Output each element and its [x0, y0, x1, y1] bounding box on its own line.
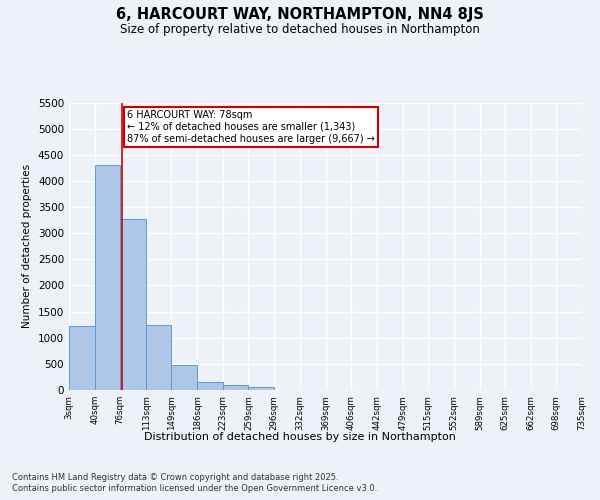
Text: Contains public sector information licensed under the Open Government Licence v3: Contains public sector information licen…	[12, 484, 377, 493]
Y-axis label: Number of detached properties: Number of detached properties	[22, 164, 32, 328]
Bar	[95, 165, 120, 390]
Bar	[197, 382, 223, 390]
Bar	[146, 325, 172, 390]
Bar	[223, 385, 248, 390]
Bar	[120, 218, 146, 390]
Text: Contains HM Land Registry data © Crown copyright and database right 2025.: Contains HM Land Registry data © Crown c…	[12, 472, 338, 482]
Bar	[172, 365, 197, 390]
Bar	[69, 326, 95, 390]
Text: Distribution of detached houses by size in Northampton: Distribution of detached houses by size …	[144, 432, 456, 442]
Bar	[248, 387, 274, 390]
Text: Size of property relative to detached houses in Northampton: Size of property relative to detached ho…	[120, 22, 480, 36]
Text: 6, HARCOURT WAY, NORTHAMPTON, NN4 8JS: 6, HARCOURT WAY, NORTHAMPTON, NN4 8JS	[116, 8, 484, 22]
Text: 6 HARCOURT WAY: 78sqm
← 12% of detached houses are smaller (1,343)
87% of semi-d: 6 HARCOURT WAY: 78sqm ← 12% of detached …	[127, 110, 375, 144]
